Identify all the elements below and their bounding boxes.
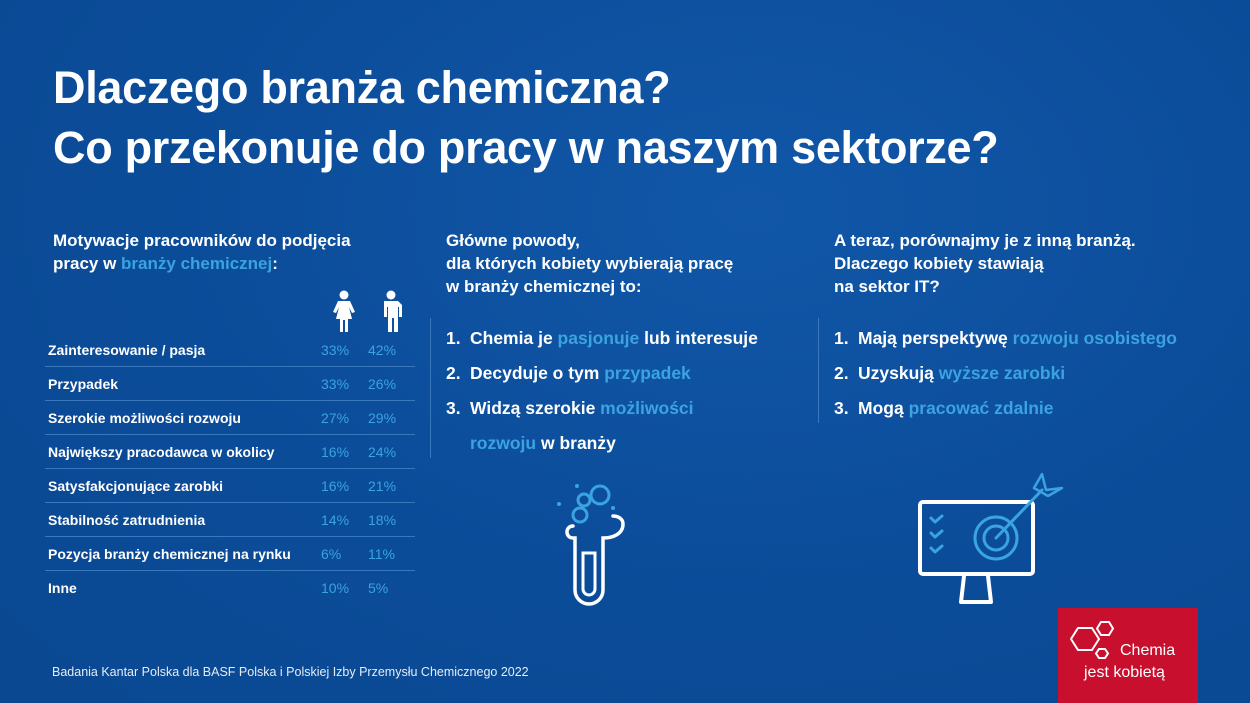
women-percent: 10% — [321, 580, 350, 596]
row-label: Szerokie możliwości rozwoju — [48, 409, 241, 426]
men-percent: 11% — [368, 545, 395, 562]
heading-line: w branży chemicznej to: — [446, 277, 642, 296]
column-divider — [818, 318, 819, 423]
left-heading-highlight: branży chemicznej — [121, 254, 273, 273]
logo-text-line-2: jest kobietą — [1084, 664, 1165, 681]
item-highlight: pracować zdalnie — [908, 398, 1054, 418]
target-monitor-icon — [918, 472, 1064, 604]
item-text: Widzą szerokie — [470, 398, 601, 418]
title-line-1: Dlaczego branża chemiczna? — [53, 62, 671, 113]
item-text: Chemia je — [470, 328, 558, 348]
hexagon-logo-icon — [1070, 621, 1115, 659]
item-text: Mają perspektywę — [858, 328, 1013, 348]
men-percent: 18% — [368, 511, 397, 528]
item-highlight: rozwoju — [470, 433, 537, 453]
left-heading-text: : — [272, 254, 278, 273]
table-row: Inne 10% 5% — [45, 571, 415, 605]
middle-heading: Główne powody, dla których kobiety wybie… — [446, 229, 733, 298]
left-heading-line: Motywacje pracowników do podjęcia — [53, 231, 351, 250]
table-row: Pozycja branży chemicznej na rynku 6% 11% — [45, 537, 415, 571]
column-divider — [430, 318, 431, 458]
women-percent: 33% — [321, 341, 350, 358]
women-it-reasons-list: 1. Mają perspektywę rozwoju osobistego 2. U… — [834, 321, 1177, 426]
table-row: Stabilność zatrudnienia 14% 18% — [45, 503, 415, 537]
item-number: 2. — [834, 363, 849, 383]
title-line-2: Co przekonuje do pracy w naszym sektorze… — [53, 122, 999, 173]
women-percent: 16% — [321, 477, 350, 494]
row-label: Zainteresowanie / pasja — [48, 341, 206, 358]
item-number: 3. — [834, 398, 849, 418]
item-text: lub interesuje — [639, 328, 758, 348]
women-percent: 6% — [321, 545, 342, 562]
row-label: Przypadek — [48, 375, 119, 392]
item-text: Uzyskują — [858, 363, 939, 383]
heading-line: na sektor IT? — [834, 277, 940, 296]
table-row: Największy pracodawca w okolicy 16% 24% — [45, 435, 415, 469]
table-row: Satysfakcjonujące zarobki 16% 21% — [45, 469, 415, 503]
men-percent: 21% — [368, 477, 397, 494]
item-number: 1. — [446, 328, 461, 348]
list-item: 3. Mogą pracować zdalnie — [834, 391, 1177, 426]
source-footnote: Badania Kantar Polska dla BASF Polska i … — [52, 665, 529, 679]
table-row: Przypadek 33% 26% — [45, 367, 415, 401]
list-item: 1. Mają perspektywę rozwoju osobistego — [834, 321, 1177, 356]
table-row: Zainteresowanie / pasja 33% 42% — [45, 333, 415, 367]
row-label: Inne — [48, 580, 77, 596]
item-number: 1. — [834, 328, 849, 348]
men-percent: 29% — [368, 409, 397, 426]
woman-icon — [333, 290, 355, 332]
item-highlight: rozwoju osobistego — [1012, 328, 1177, 348]
women-chemistry-reasons-list: 1. Chemia je pasjonuje lub interesuje 2. De… — [446, 321, 758, 461]
list-item: 2. Uzyskują wyższe zarobki — [834, 356, 1177, 391]
women-percent: 33% — [321, 375, 350, 392]
item-highlight: możliwości — [600, 398, 694, 418]
men-percent: 26% — [368, 375, 397, 392]
left-heading-text: pracy w — [53, 254, 122, 273]
heading-line: A teraz, porównajmy je z inną branżą. — [834, 231, 1136, 250]
motivation-table: Zainteresowanie / pasja 33% 42% Przypadek 33… — [45, 333, 415, 605]
row-label: Stabilność zatrudnienia — [48, 511, 206, 528]
heading-line: Główne powody, — [446, 231, 580, 250]
item-text: w branży — [536, 433, 616, 453]
list-item: 2. Decyduje o tym przypadek — [446, 356, 758, 391]
heading-line: Dlaczego kobiety stawiają — [834, 254, 1044, 273]
row-label: Satysfakcjonujące zarobki — [48, 477, 224, 494]
heading-line: dla których kobiety wybierają pracę — [446, 254, 734, 273]
page-title: Dlaczego branża chemiczna? Co przekonuje… — [53, 58, 999, 178]
right-heading: A teraz, porównajmy je z inną branżą. Dl… — [834, 229, 1136, 298]
man-icon — [384, 290, 402, 332]
item-number: 2. — [446, 363, 461, 383]
list-item: 3. Widzą szerokie możliwości — [446, 391, 758, 426]
row-label: Największy pracodawca w okolicy — [48, 443, 275, 460]
list-item: rozwoju w branży — [446, 426, 758, 461]
item-number: 3. — [446, 398, 461, 418]
left-heading: Motywacje pracowników do podjęcia pracy … — [53, 229, 351, 275]
table-row: Szerokie możliwości rozwoju 27% 29% — [45, 401, 415, 435]
women-percent: 14% — [321, 511, 350, 528]
row-label: Pozycja branży chemicznej na rynku — [48, 545, 291, 562]
women-percent: 16% — [321, 443, 350, 460]
test-tube-icon — [557, 484, 625, 606]
logo-text-line-1: Chemia — [1120, 642, 1176, 659]
women-percent: 27% — [321, 409, 350, 426]
item-highlight: wyższe zarobki — [938, 363, 1066, 383]
men-percent: 5% — [368, 580, 389, 596]
list-item: 1. Chemia je pasjonuje lub interesuje — [446, 321, 758, 356]
item-highlight: pasjonuje — [557, 328, 640, 348]
item-text: Decyduje o tym — [470, 363, 605, 383]
men-percent: 42% — [368, 341, 397, 358]
chemia-jest-kobieta-logo: Chemia jest kobietą — [1058, 608, 1198, 703]
item-text: Mogą — [858, 398, 909, 418]
item-highlight: przypadek — [604, 363, 691, 383]
men-percent: 24% — [368, 443, 397, 460]
